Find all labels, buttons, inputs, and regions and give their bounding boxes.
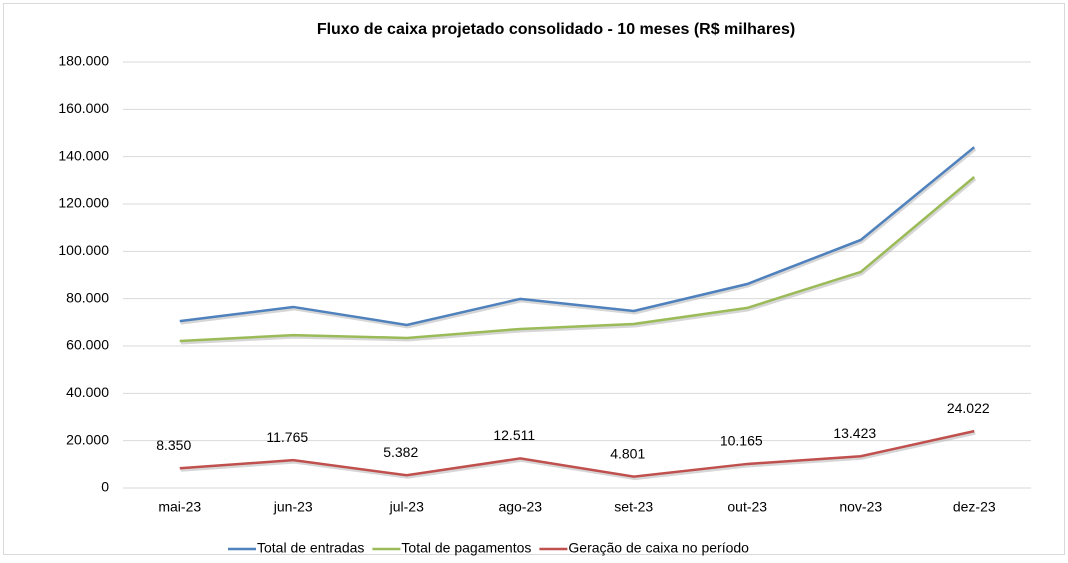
data-label: 13.423 bbox=[833, 425, 876, 441]
y-tick-label: 140.000 bbox=[58, 147, 109, 163]
data-label: 11.765 bbox=[266, 429, 308, 445]
x-tick-label: jul-23 bbox=[389, 499, 424, 515]
y-tick-label: 160.000 bbox=[58, 100, 109, 116]
x-tick-label: ago-23 bbox=[498, 499, 542, 515]
y-tick-label: 100.000 bbox=[58, 242, 109, 258]
data-label: 10.165 bbox=[720, 433, 763, 449]
data-label: 24.022 bbox=[947, 400, 990, 416]
series-line bbox=[179, 146, 976, 327]
series-line bbox=[179, 429, 975, 478]
series-line bbox=[179, 176, 976, 343]
x-tick-label: dez-23 bbox=[953, 499, 996, 515]
legend-label: Total de entradas bbox=[257, 540, 364, 556]
y-tick-label: 60.000 bbox=[66, 337, 109, 353]
x-tick-label: nov-23 bbox=[839, 499, 882, 515]
line-shadow bbox=[180, 148, 977, 329]
legend-label: Total de pagamentos bbox=[401, 540, 531, 556]
data-label: 8.350 bbox=[156, 437, 191, 453]
x-tick-label: set-23 bbox=[614, 499, 653, 515]
y-tick-label: 0 bbox=[101, 479, 109, 495]
data-label: 5.382 bbox=[383, 444, 418, 460]
x-tick-label: jun-23 bbox=[273, 499, 313, 515]
line-shadow bbox=[180, 431, 976, 481]
y-tick-label: 180.000 bbox=[58, 53, 109, 69]
y-tick-label: 80.000 bbox=[66, 289, 109, 305]
chart-title: Fluxo de caixa projetado consolidado - 1… bbox=[317, 21, 795, 38]
y-tick-label: 40.000 bbox=[66, 384, 109, 400]
chart-border bbox=[3, 3, 1065, 555]
y-tick-label: 20.000 bbox=[66, 431, 109, 447]
x-tick-label: mai-23 bbox=[158, 499, 201, 515]
line-shadow bbox=[180, 177, 977, 345]
y-tick-label: 120.000 bbox=[58, 195, 109, 211]
x-tick-label: out-23 bbox=[727, 499, 767, 515]
data-label: 12.511 bbox=[493, 427, 535, 443]
data-label: 4.801 bbox=[610, 445, 645, 461]
legend-label: Geração de caixa no período bbox=[568, 540, 749, 556]
